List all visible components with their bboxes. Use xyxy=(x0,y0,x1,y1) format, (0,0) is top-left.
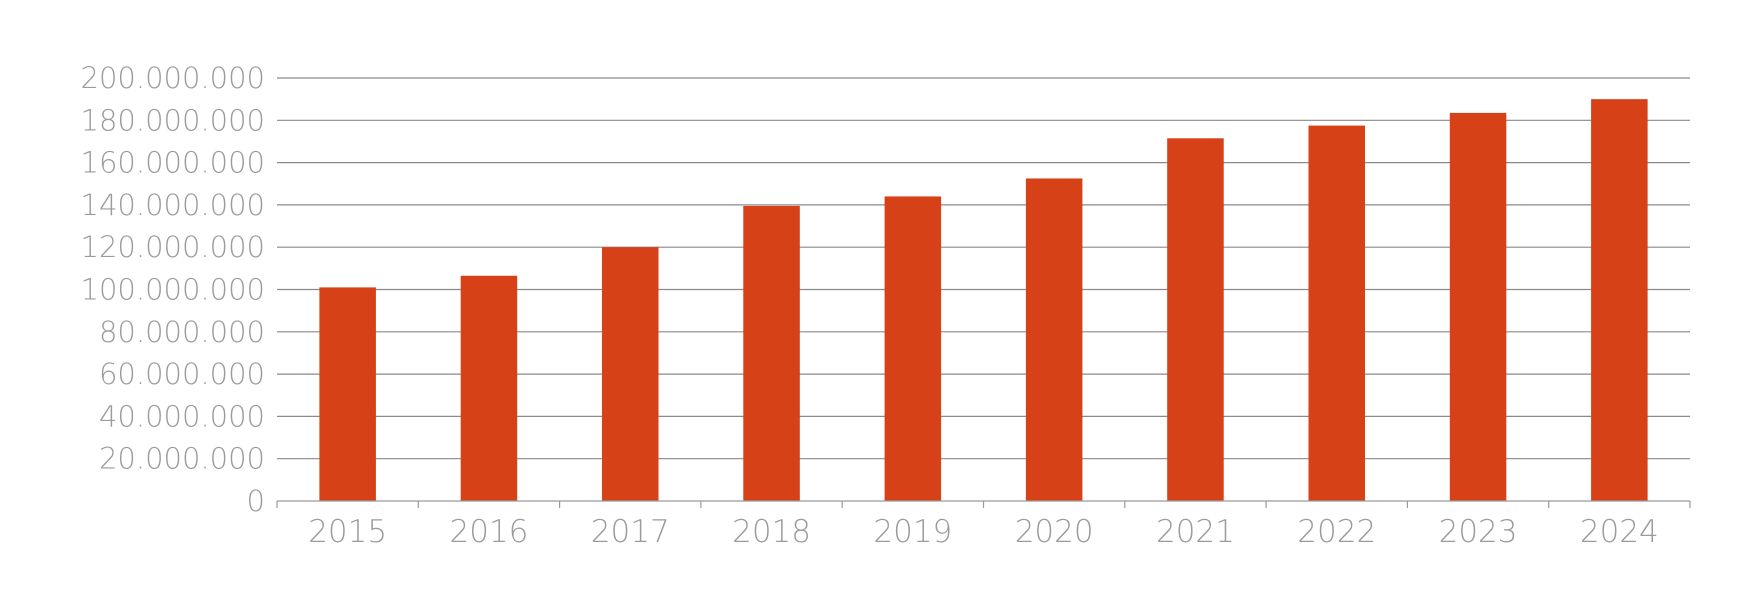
x-tick-label: 2020 xyxy=(1015,514,1094,550)
y-tick-label: 40.000.000 xyxy=(99,399,265,433)
bar-2022 xyxy=(1308,125,1366,502)
bars xyxy=(319,99,1648,502)
x-tick-label: 2017 xyxy=(591,514,670,550)
x-tick-label: 2016 xyxy=(449,514,528,550)
bar-2015 xyxy=(319,287,376,501)
bar-2017 xyxy=(601,247,659,501)
bar-2018 xyxy=(743,205,800,501)
x-tick-label: 2019 xyxy=(873,514,952,550)
y-tick-label: 140.000.000 xyxy=(81,188,266,222)
x-tick-label: 2018 xyxy=(732,514,811,550)
y-axis-tick-labels: 0 20.000.000 40.000.000 60.000.000 80.000.00… xyxy=(81,61,266,518)
bar-2023 xyxy=(1449,112,1507,502)
x-axis-tick-labels: 2015 2016 2017 2018 2019 2020 2021 2022 2023 2024 xyxy=(308,514,1659,550)
y-tick-label: 0 xyxy=(247,484,265,518)
y-tick-label: 200.000.000 xyxy=(81,61,266,95)
bar-2024 xyxy=(1591,99,1648,502)
y-tick-label: 80.000.000 xyxy=(99,315,265,349)
y-tick-label: 100.000.000 xyxy=(81,273,266,307)
x-tick-label: 2024 xyxy=(1580,514,1659,550)
bar-2020 xyxy=(1025,178,1083,501)
x-tick-label: 2023 xyxy=(1439,514,1518,550)
bar-2021 xyxy=(1167,138,1224,501)
y-tick-label: 160.000.000 xyxy=(81,146,266,180)
x-tick-label: 2022 xyxy=(1297,514,1376,550)
x-tick-label: 2015 xyxy=(308,514,387,550)
bar-2016 xyxy=(460,275,518,501)
y-tick-label: 60.000.000 xyxy=(99,357,265,391)
x-axis xyxy=(276,500,1691,508)
y-tick-label: 120.000.000 xyxy=(81,230,266,264)
y-tick-label: 20.000.000 xyxy=(99,442,265,476)
x-tick-label: 2021 xyxy=(1156,514,1235,550)
y-tick-label: 180.000.000 xyxy=(81,103,266,137)
bar-2019 xyxy=(884,196,942,501)
